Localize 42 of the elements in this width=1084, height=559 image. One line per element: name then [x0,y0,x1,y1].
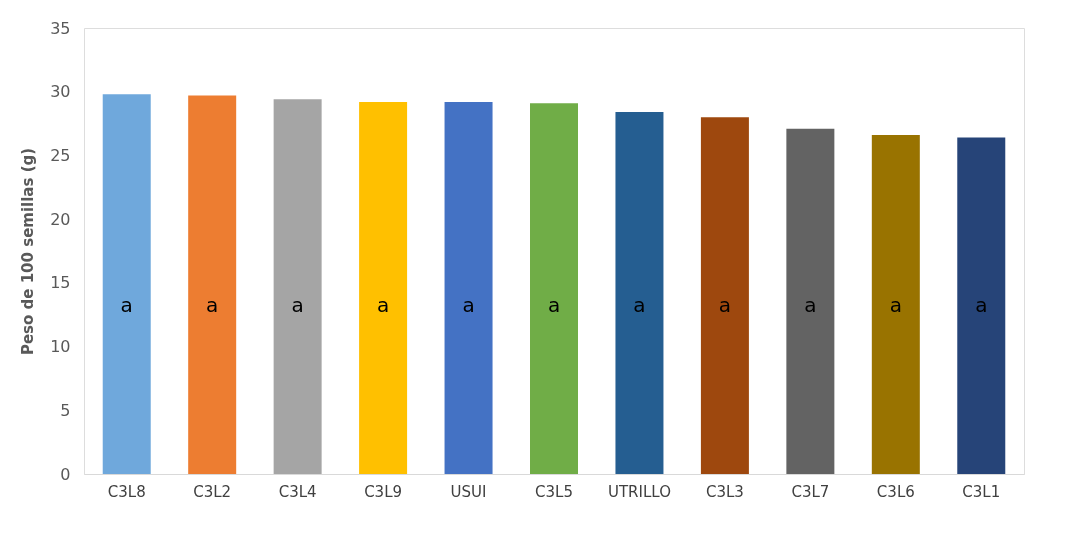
bar [615,112,664,474]
bar [530,103,578,474]
data-label: a [804,292,817,317]
x-tick-label: C3L8 [107,482,146,501]
x-tick-label: C3L6 [876,482,915,501]
x-tick-label: C3L2 [193,482,232,501]
data-label: a [462,292,475,317]
x-tick-label: C3L1 [962,482,1001,501]
y-tick-label: 0 [60,464,71,484]
x-tick-label: C3L9 [364,482,403,501]
x-tick-label: USUI [450,482,487,501]
x-tick-label: C3L7 [791,482,830,501]
y-axis-title: Peso de 100 semillas (g) [19,147,38,356]
data-label: a [206,292,219,317]
data-label: a [376,292,390,317]
data-label: a [120,292,133,317]
data-label: a [975,292,988,317]
y-tick-label: 20 [50,209,71,229]
data-label: a [547,292,561,317]
data-label: a [633,292,646,317]
x-tick-label: UTRILLO [607,482,671,501]
y-tick-label: 25 [50,145,71,165]
bar [273,99,322,474]
x-tick-label: C3L4 [278,482,317,501]
bar [444,101,493,474]
y-tick-label: 30 [50,82,71,102]
data-label: a [889,292,902,317]
bar [957,137,1006,474]
bar [102,94,151,474]
bar [700,117,749,474]
y-tick-label: 5 [60,400,71,420]
x-tick-label: C3L3 [705,482,744,501]
bar [359,101,408,474]
bar [188,95,237,474]
y-tick-label: 15 [50,273,71,293]
data-label: a [718,292,732,317]
bar [871,135,920,474]
bar [786,128,835,474]
y-tick-label: 35 [50,18,71,38]
x-tick-label: C3L5 [535,482,573,501]
y-tick-label: 10 [50,337,71,357]
data-label: a [291,292,304,317]
